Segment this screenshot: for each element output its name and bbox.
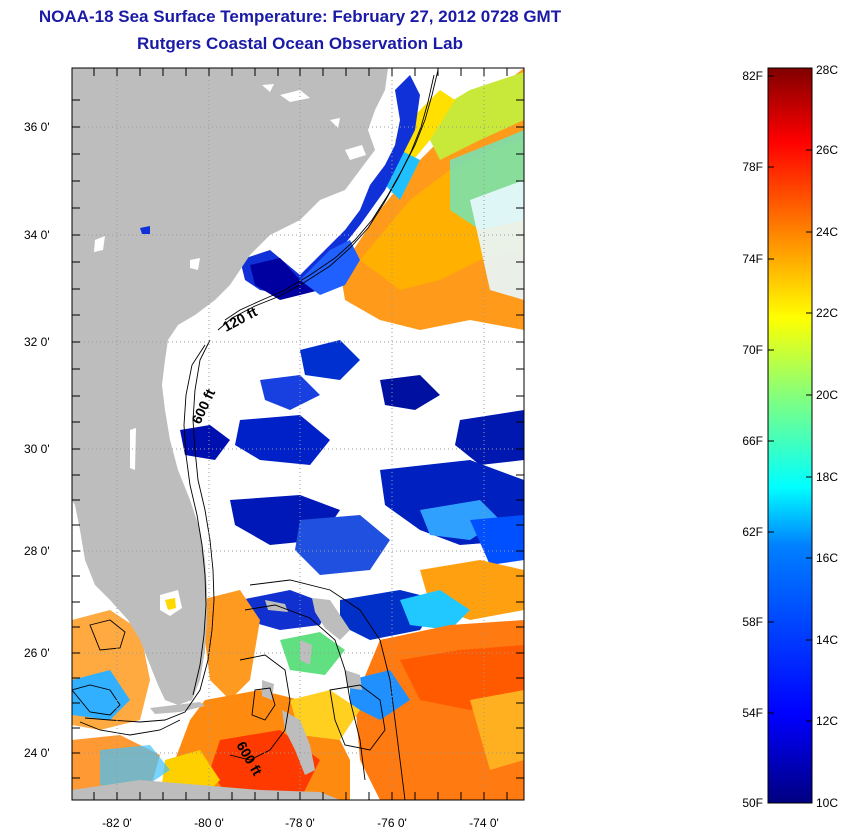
- fahrenheit-labels: 82F 78F 74F 70F 66F 62F 58F 54F 50F: [742, 69, 763, 810]
- lon-label: -80 0': [194, 816, 224, 830]
- celsius-labels: 28C 26C 24C 22C 20C 18C 16C 14C 12C 10C: [816, 63, 838, 810]
- lat-label: 30 0': [24, 442, 50, 456]
- celsius-label: 28C: [816, 63, 838, 77]
- colorbar-ticks: [768, 67, 812, 722]
- sst-data-layer: [72, 68, 524, 800]
- inland-water: [80, 84, 366, 616]
- celsius-label: 22C: [816, 306, 838, 320]
- celsius-label: 24C: [816, 225, 838, 239]
- lon-label: -74 0': [469, 816, 499, 830]
- colorbar-gradient: [767, 67, 813, 804]
- fahrenheit-label: 50F: [742, 796, 763, 810]
- celsius-label: 12C: [816, 714, 838, 728]
- celsius-label: 10C: [816, 796, 838, 810]
- fahrenheit-label: 58F: [742, 615, 763, 629]
- lon-label: -76 0': [377, 816, 407, 830]
- lat-label: 28 0': [24, 544, 50, 558]
- map-title: NOAA-18 Sea Surface Temperature: Februar…: [38, 7, 562, 26]
- lon-label: -78 0': [285, 816, 315, 830]
- latitude-labels: 36 0' 34 0' 32 0' 30 0' 28 0' 26 0' 24 0…: [24, 120, 50, 760]
- lat-label: 34 0': [24, 228, 50, 242]
- lat-label: 26 0': [24, 646, 50, 660]
- map-subtitle: Rutgers Coastal Ocean Observation Lab: [137, 34, 463, 53]
- celsius-label: 18C: [816, 470, 838, 484]
- map-ticks: [72, 68, 524, 800]
- lat-label: 24 0': [24, 746, 50, 760]
- lat-label: 32 0': [24, 335, 50, 349]
- fahrenheit-label: 74F: [742, 252, 763, 266]
- fahrenheit-label: 66F: [742, 434, 763, 448]
- longitude-labels: -82 0' -80 0' -78 0' -76 0' -74 0': [102, 816, 499, 830]
- fahrenheit-label: 70F: [742, 343, 763, 357]
- land-layer: [72, 68, 388, 800]
- isobath-contours: [72, 69, 439, 800]
- celsius-label: 26C: [816, 143, 838, 157]
- celsius-label: 16C: [816, 551, 838, 565]
- lat-lon-grid: [72, 68, 524, 800]
- celsius-label: 14C: [816, 633, 838, 647]
- fahrenheit-label: 82F: [742, 69, 763, 83]
- lat-label: 36 0': [24, 120, 50, 134]
- fahrenheit-label: 62F: [742, 525, 763, 539]
- fahrenheit-label: 54F: [742, 706, 763, 720]
- map-frame: [71, 67, 525, 801]
- lon-label: -82 0': [102, 816, 132, 830]
- sst-map: 120 ft 600 ft 600 ft 36 0' 34 0': [24, 67, 525, 830]
- celsius-label: 20C: [816, 388, 838, 402]
- fahrenheit-label: 78F: [742, 160, 763, 174]
